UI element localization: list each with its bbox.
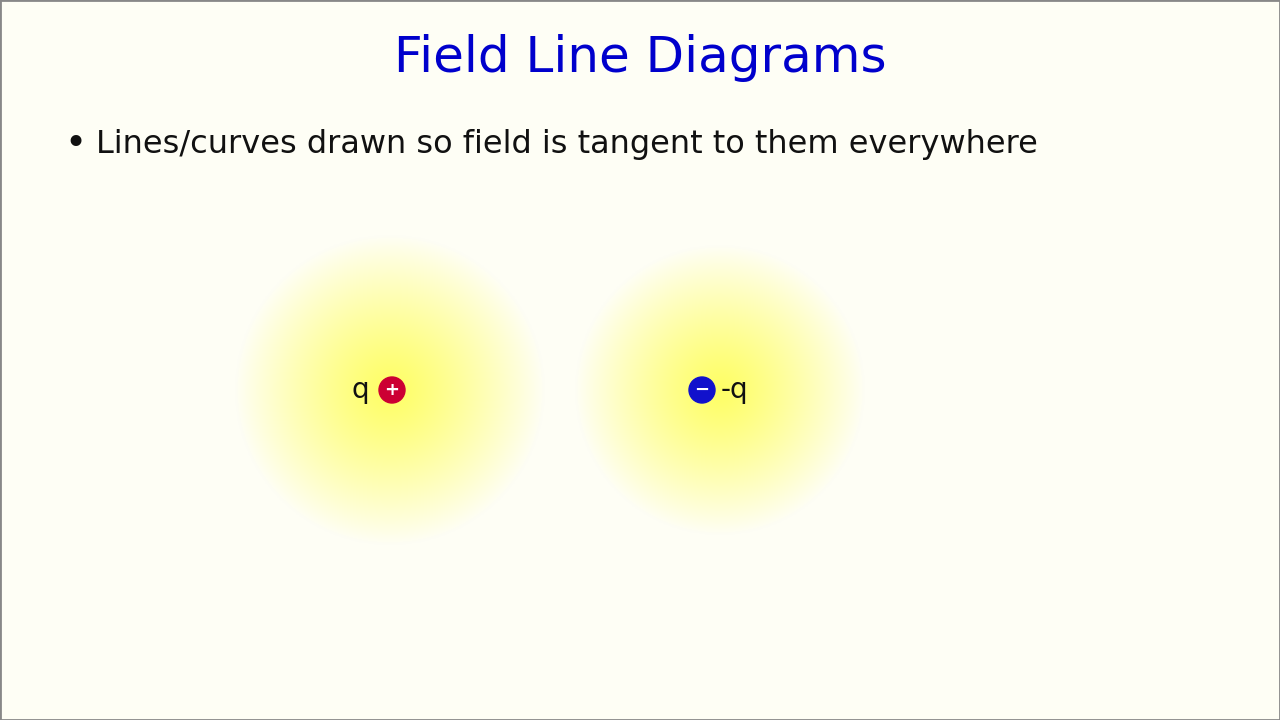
Text: Lines/curves drawn so field is tangent to them everywhere: Lines/curves drawn so field is tangent t… bbox=[96, 130, 1038, 161]
Circle shape bbox=[379, 377, 404, 403]
Text: -q: -q bbox=[721, 376, 749, 404]
Text: Field Line Diagrams: Field Line Diagrams bbox=[394, 34, 886, 82]
Text: −: − bbox=[695, 381, 709, 399]
Text: q: q bbox=[352, 376, 369, 404]
Circle shape bbox=[689, 377, 716, 403]
Text: +: + bbox=[384, 381, 399, 399]
Text: •: • bbox=[64, 127, 86, 163]
